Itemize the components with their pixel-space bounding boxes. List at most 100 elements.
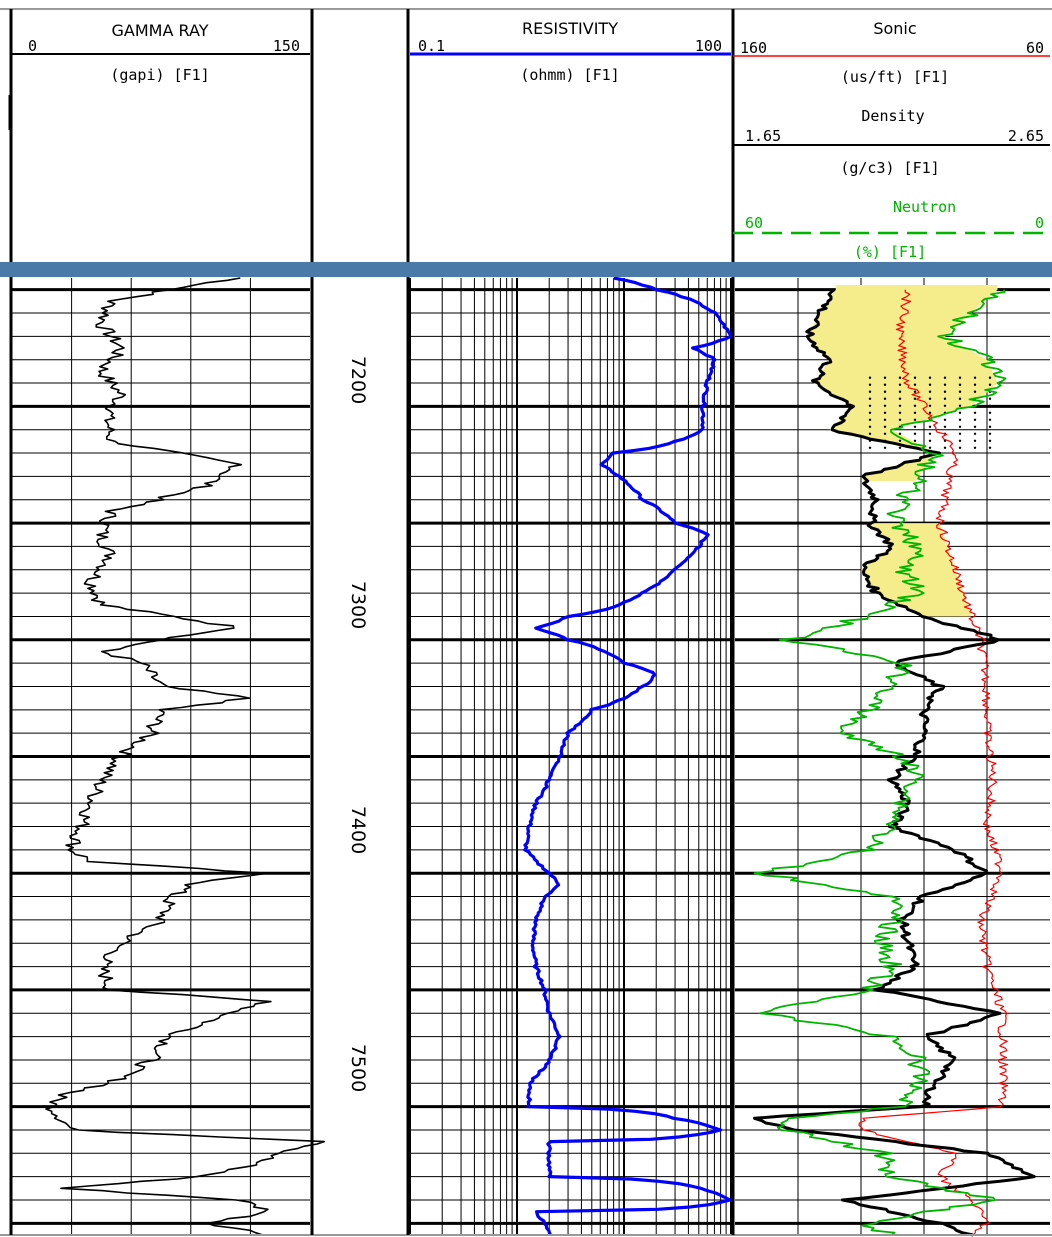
fill-dot (883, 446, 887, 449)
fill-dot (958, 418, 962, 421)
fill-dot (973, 376, 977, 379)
fill-dot (868, 376, 872, 379)
resistivity-scale-max: 100 (695, 37, 722, 55)
fill-dot (943, 376, 947, 379)
fill-dot (868, 432, 872, 435)
fill-dot (868, 446, 872, 449)
fill-dot (913, 439, 917, 442)
gamma-scale-max: 150 (273, 37, 300, 55)
fill-dot (988, 425, 992, 428)
fill-dot (913, 383, 917, 386)
fill-dot (928, 411, 932, 414)
fill-dot (958, 390, 962, 393)
fill-dot (973, 418, 977, 421)
fill-dot (928, 446, 932, 449)
track-frame (0, 8, 1052, 1236)
fill-dot (868, 390, 872, 393)
fill-dot (988, 397, 992, 400)
depth-label-7300: 7300 (347, 581, 369, 629)
fill-dot (913, 425, 917, 428)
sonic-title: Sonic (873, 19, 916, 38)
sonic-scale-max: 60 (1026, 39, 1044, 57)
fill-dot (883, 390, 887, 393)
fill-dot (943, 390, 947, 393)
fill-dot (943, 383, 947, 386)
fill-dot (943, 425, 947, 428)
fill-dot (883, 432, 887, 435)
fill-dot (928, 383, 932, 386)
fill-dot (988, 376, 992, 379)
fill-dot (988, 432, 992, 435)
fill-dot (988, 383, 992, 386)
fill-dot (958, 432, 962, 435)
neutron-unit: (%) [F1] (854, 243, 926, 261)
depth-label-7200: 7200 (347, 356, 369, 404)
fill-dot (943, 404, 947, 407)
neutron-title: Neutron (893, 198, 956, 216)
fill-dot (958, 411, 962, 414)
fill-dot (928, 390, 932, 393)
fill-dot (883, 397, 887, 400)
fill-dot (898, 383, 902, 386)
fill-dot (928, 439, 932, 442)
sonic-unit: (us/ft) [F1] (841, 68, 949, 86)
fill-dot (973, 439, 977, 442)
fill-dot (928, 376, 932, 379)
fill-dot (958, 404, 962, 407)
fill-dot (913, 411, 917, 414)
resistivity-unit: (ohmm) [F1] (520, 66, 619, 84)
fill-dot (958, 376, 962, 379)
gamma-scale-min: 0 (28, 37, 37, 55)
fill-dot (958, 425, 962, 428)
fill-dot (868, 425, 872, 428)
fill-dot (988, 418, 992, 421)
fill-dot (868, 404, 872, 407)
fill-dot (943, 446, 947, 449)
fill-dot (958, 397, 962, 400)
fill-dot (988, 411, 992, 414)
fill-dot (883, 404, 887, 407)
fill-dot (898, 432, 902, 435)
fill-dot (913, 418, 917, 421)
resistivity-title: RESISTIVITY (522, 19, 618, 38)
resistivity-scale-min: 0.1 (418, 37, 445, 55)
fill-dot (928, 397, 932, 400)
gamma-unit: (gapi) [F1] (110, 66, 209, 84)
fill-dot (928, 432, 932, 435)
fill-dot (913, 376, 917, 379)
fill-dot (868, 397, 872, 400)
fill-dot (943, 418, 947, 421)
fill-dot (883, 425, 887, 428)
resistivity-curve (523, 276, 733, 1236)
fill-dot (868, 418, 872, 421)
log-curves (45, 276, 1036, 1237)
gamma-title: GAMMA RAY (112, 21, 209, 40)
depth-label-7500: 7500 (347, 1044, 369, 1092)
fill-dot (973, 446, 977, 449)
gamma-ray-curve (45, 277, 326, 1236)
fill-dot (988, 446, 992, 449)
neutron-scale-min: 60 (745, 214, 763, 232)
fill-dot (883, 383, 887, 386)
fill-dot (958, 383, 962, 386)
fill-dot (913, 390, 917, 393)
gas-crossover-fill-lower (861, 523, 972, 617)
gas-crossover-fill-upper (807, 285, 998, 482)
fill-dot (928, 404, 932, 407)
depth-label-7400: 7400 (347, 806, 369, 854)
neutron-scale-max: 0 (1035, 214, 1044, 232)
fill-dot (898, 404, 902, 407)
fill-dot (928, 425, 932, 428)
density-scale-min: 1.65 (745, 127, 781, 145)
fill-dot (868, 383, 872, 386)
header-divider-bar (0, 262, 1052, 277)
fill-dot (958, 446, 962, 449)
fill-dot (898, 446, 902, 449)
fill-dot (898, 411, 902, 414)
fill-dot (973, 425, 977, 428)
fill-dot (898, 439, 902, 442)
density-title: Density (861, 107, 924, 125)
fill-dot (883, 411, 887, 414)
fill-dot (913, 404, 917, 407)
